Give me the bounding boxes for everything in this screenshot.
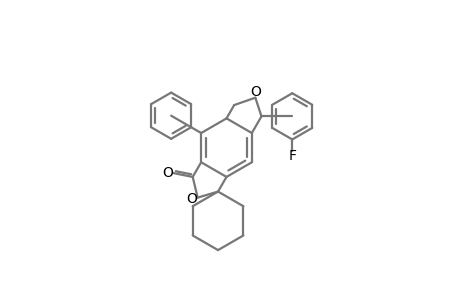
Text: O: O xyxy=(186,192,196,206)
Text: F: F xyxy=(288,148,296,163)
Text: O: O xyxy=(162,166,172,180)
Text: O: O xyxy=(249,85,260,98)
